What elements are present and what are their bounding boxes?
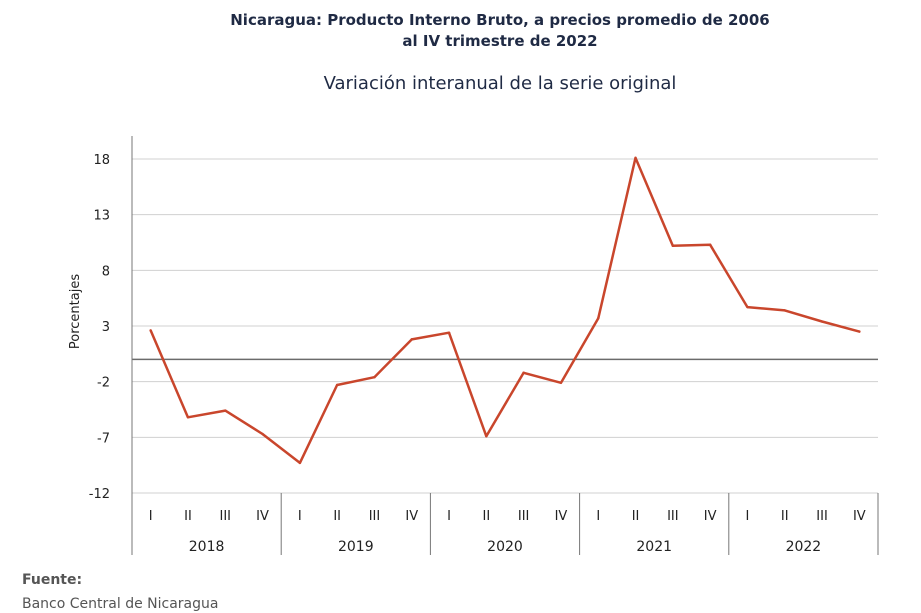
chart-title-line1: Nicaragua: Producto Interno Bruto, a pre… <box>230 11 770 29</box>
quarter-label: II <box>184 509 192 524</box>
data-point <box>485 435 488 438</box>
quarter-label: I <box>746 509 750 524</box>
quarter-label: I <box>596 509 600 524</box>
quarter-label: III <box>816 509 828 524</box>
quarter-label: III <box>369 509 381 524</box>
data-point <box>186 416 190 419</box>
chart-title-line2: al IV trimestre de 2022 <box>402 32 598 50</box>
data-point <box>298 461 302 465</box>
data-point <box>335 383 339 387</box>
source-label: Fuente: <box>22 572 83 588</box>
quarter-label: IV <box>704 509 717 524</box>
data-point <box>708 243 712 246</box>
y-tick-label: 13 <box>93 209 110 224</box>
y-axis-label: Porcentajes <box>68 274 83 349</box>
year-label: 2022 <box>786 539 822 555</box>
data-point <box>224 409 227 412</box>
y-tick-label: 18 <box>93 153 110 168</box>
quarter-label: IV <box>405 509 418 524</box>
quarter-label: IV <box>256 509 269 524</box>
data-point <box>261 432 264 436</box>
quarter-label: I <box>298 509 302 524</box>
data-point <box>410 338 413 341</box>
year-label: 2021 <box>636 539 672 555</box>
quarter-label: II <box>483 509 491 524</box>
data-point <box>634 156 637 160</box>
data-point <box>746 305 749 309</box>
year-label: 2019 <box>338 539 374 555</box>
quarter-label: IV <box>853 509 866 524</box>
chart-title: Nicaragua: Producto Interno Bruto, a pre… <box>0 10 921 52</box>
chart-subtitle: Variación interanual de la serie origina… <box>323 73 677 94</box>
data-point <box>820 320 824 323</box>
data-point <box>858 330 861 333</box>
quarter-label: II <box>781 509 789 524</box>
source-text: Banco Central de Nicaragua <box>22 596 219 612</box>
quarter-label: III <box>219 509 231 524</box>
y-tick-label: 8 <box>102 264 110 279</box>
data-point <box>783 309 786 312</box>
y-tick-label: 3 <box>102 320 110 335</box>
y-tick-label: -7 <box>97 431 110 446</box>
quarter-label: III <box>667 509 679 524</box>
data-point <box>597 317 600 320</box>
data-point <box>559 381 563 384</box>
series-line <box>149 156 861 465</box>
quarter-label: II <box>632 509 640 524</box>
quarter-label: I <box>447 509 451 524</box>
quarter-label: III <box>518 509 530 524</box>
data-point <box>373 376 376 379</box>
quarter-label: IV <box>555 509 568 524</box>
data-point <box>447 331 451 334</box>
quarter-label: I <box>149 509 153 524</box>
year-label: 2018 <box>189 539 225 555</box>
data-point <box>671 244 675 248</box>
y-tick-label: -12 <box>89 487 110 502</box>
data-point <box>149 329 152 332</box>
y-tick-label: -2 <box>97 376 110 391</box>
year-label: 2020 <box>487 539 523 555</box>
quarter-label: II <box>333 509 341 524</box>
data-point <box>522 371 525 374</box>
